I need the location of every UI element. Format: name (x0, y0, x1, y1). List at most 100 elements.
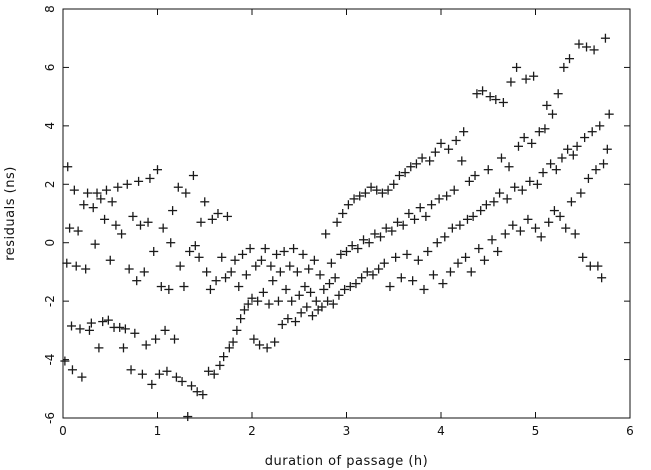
data-point (323, 296, 333, 306)
data-point (502, 194, 512, 204)
data-point (262, 343, 272, 353)
data-point (90, 239, 100, 249)
data-point (132, 276, 142, 286)
data-point (292, 267, 302, 277)
data-point (326, 258, 336, 268)
data-point (578, 252, 588, 262)
data-point (493, 246, 503, 256)
data-point (472, 89, 482, 99)
data-point (134, 176, 144, 186)
data-point (130, 328, 140, 338)
data-point (410, 214, 420, 224)
data-point (230, 255, 240, 265)
data-point (421, 211, 431, 221)
data-point (527, 138, 537, 148)
data-point (141, 340, 151, 350)
data-point (553, 89, 563, 99)
data-point (568, 150, 578, 160)
data-point (408, 276, 418, 286)
data-point (69, 185, 79, 195)
data-point (589, 45, 599, 55)
data-point (164, 284, 174, 294)
y-tick-label: 0 (43, 239, 57, 247)
plot-frame (62, 8, 631, 419)
data-point (153, 165, 162, 175)
data-point (544, 217, 554, 227)
data-point (368, 270, 378, 280)
data-point (430, 147, 440, 157)
data-point (73, 226, 83, 236)
data-point (234, 282, 244, 292)
y-tick-label: -4 (43, 354, 57, 366)
x-tick-label: 2 (248, 424, 256, 438)
data-point (336, 249, 346, 259)
data-point (447, 223, 457, 233)
data-point (135, 220, 145, 230)
data-point (194, 252, 204, 262)
y-axis-label: residuals (ns) (3, 166, 18, 261)
data-point (481, 200, 491, 210)
data-point (122, 179, 132, 189)
data-point (224, 343, 234, 353)
data-point (156, 282, 166, 292)
data-point (330, 273, 340, 283)
data-point (79, 200, 89, 210)
y-tick-label: -6 (43, 412, 57, 424)
data-point (67, 365, 77, 375)
data-point (532, 179, 542, 189)
data-point (67, 321, 77, 331)
data-point (340, 284, 350, 294)
data-point (139, 267, 149, 277)
data-point (255, 340, 265, 350)
data-point (171, 372, 181, 382)
data-point (478, 86, 488, 96)
data-point (302, 302, 312, 312)
data-point (236, 314, 246, 324)
data-point (529, 71, 539, 81)
data-point (324, 279, 334, 289)
data-point (107, 197, 117, 207)
data-point (211, 276, 221, 286)
data-point (600, 33, 610, 43)
data-point (442, 191, 452, 201)
data-point (226, 267, 236, 277)
data-point (474, 244, 484, 254)
data-point (215, 360, 225, 370)
data-point (385, 282, 395, 292)
data-point (402, 249, 412, 259)
data-point (355, 191, 365, 201)
data-point (311, 296, 321, 306)
data-point (468, 211, 478, 221)
data-point (357, 273, 367, 283)
data-point (342, 246, 351, 256)
data-point (432, 238, 442, 248)
data-point (540, 124, 550, 134)
x-tick-label: 5 (532, 424, 540, 438)
data-point (351, 279, 361, 289)
data-point (334, 290, 344, 300)
data-point (349, 194, 359, 204)
data-point (84, 325, 94, 335)
data-point (273, 296, 283, 306)
data-point (281, 284, 291, 294)
data-point (597, 273, 607, 283)
data-point (464, 176, 474, 186)
data-point (306, 287, 316, 297)
data-point (143, 217, 153, 227)
data-point (100, 214, 110, 224)
data-point (175, 261, 185, 271)
data-point (147, 379, 157, 389)
data-point (62, 258, 72, 268)
data-point (268, 276, 278, 286)
data-point (548, 109, 558, 119)
data-point (96, 194, 106, 204)
data-point (209, 369, 219, 379)
data-point (92, 188, 102, 198)
data-point (65, 223, 75, 233)
data-point (285, 261, 295, 271)
data-point (296, 308, 306, 318)
data-point (217, 252, 227, 262)
data-point (517, 185, 527, 195)
data-point (400, 168, 410, 178)
data-point (71, 261, 81, 271)
